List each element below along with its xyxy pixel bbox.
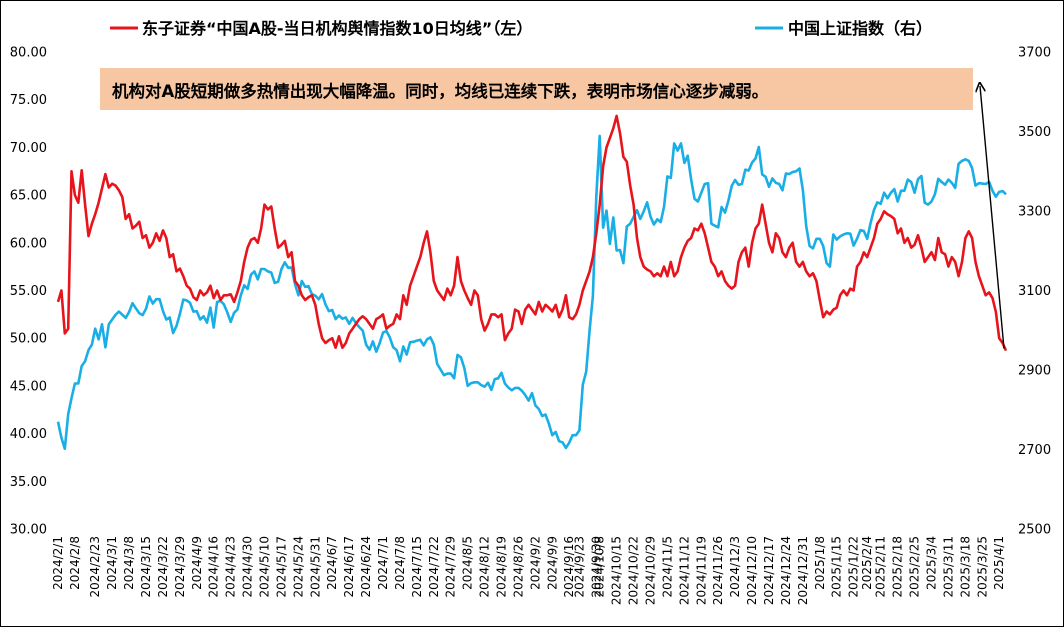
x-tick-label: 2024/8/19	[495, 536, 509, 598]
series-line-right	[56, 134, 1007, 451]
x-tick-label: 2024/12/24	[779, 536, 793, 605]
x-tick-label: 2024/4/30	[241, 536, 255, 598]
series-line-left	[56, 114, 1008, 352]
x-tick-label: 2024/9/23	[572, 536, 586, 598]
x-tick-label: 2025/4/1	[992, 536, 1006, 590]
x-tick-label: 2024/6/7	[325, 536, 339, 590]
x-tick-label: 2024/2/1	[51, 536, 65, 590]
x-tick-label: 2024/9/30	[589, 536, 603, 598]
y-left-tick-label: 70.00	[10, 141, 47, 156]
x-tick-label: 2024/9/2	[528, 536, 542, 590]
x-tick-label: 2025/3/18	[958, 536, 972, 598]
y-left-tick-label: 65.00	[10, 189, 47, 204]
x-tick-label: 2024/12/10	[745, 536, 759, 605]
x-tick-label: 2025/3/4	[925, 536, 939, 590]
x-tick-label: 2024/8/26	[511, 536, 525, 598]
y-right-tick-label: 3500	[1018, 125, 1051, 140]
annotation: 机构对A股短期做多热情出现大幅降温。同时，均线已连续下跌，表明市场信心逐步减弱。	[100, 68, 1005, 349]
y-left-tick-label: 80.00	[10, 46, 47, 61]
x-tick-label: 2025/3/11	[941, 536, 955, 598]
x-tick-label: 2024/4/23	[224, 536, 238, 598]
x-tick-label: 2025/1/15	[830, 536, 844, 598]
y-right-tick-label: 3700	[1018, 46, 1051, 61]
x-tick-label: 2024/9/16	[562, 536, 576, 598]
x-tick-label: 2024/12/31	[796, 536, 810, 605]
x-tick-label: 2024/10/29	[644, 536, 658, 605]
legend-label-right-series: 中国上证指数（右）	[788, 19, 932, 38]
x-tick-label: 2024/7/8	[393, 536, 407, 590]
x-tick-label: 2024/12/3	[728, 536, 742, 598]
y-right-tick-label: 2700	[1018, 443, 1051, 458]
x-tick-label: 2024/7/22	[427, 536, 441, 598]
x-tick-label: 2024/3/22	[156, 536, 170, 598]
x-tick-label: 2024/12/17	[762, 536, 776, 605]
legend: 东子证券“中国A股-当日机构舆情指数10日均线”（左） 中国上证指数（右）	[110, 19, 932, 38]
x-tick-label: 2024/9/9	[545, 536, 559, 590]
x-tick-label: 2024/2/8	[68, 536, 82, 590]
x-tick-label: 2024/11/26	[711, 536, 725, 605]
y-left-tick-label: 30.00	[10, 523, 47, 538]
x-tick-label: 2024/3/29	[173, 536, 187, 598]
y-left-tick-label: 45.00	[10, 379, 47, 394]
x-tick-label: 2024/7/15	[410, 536, 424, 598]
annotation-arrow	[980, 86, 1005, 349]
y-left-tick-label: 60.00	[10, 236, 47, 251]
x-tick-label: 2024/5/24	[291, 536, 305, 598]
x-tick-label: 2024/5/17	[274, 536, 288, 598]
x-tick-label: 2024/6/17	[342, 536, 356, 598]
x-tick-label: 2024/11/12	[677, 536, 691, 605]
x-tick-label: 2024/4/9	[190, 536, 204, 590]
y-left-tick-label: 55.00	[10, 284, 47, 299]
y-left-tick-label: 40.00	[10, 427, 47, 442]
x-tick-label: 2025/2/11	[874, 536, 888, 598]
x-tick-label: 2025/1/8	[813, 536, 827, 590]
series-layer	[56, 114, 1008, 451]
x-tick-label: 2024/7/1	[376, 536, 390, 590]
x-tick-label: 2024/11/5	[660, 536, 674, 598]
x-axis: 2024/2/1 2024/2/8 2024/2/23 2024/3/1 2024/3/…	[51, 536, 1006, 605]
y-axis-right: 2500 2700 2900 3100 3300 3500 3700	[1018, 46, 1051, 538]
y-right-tick-label: 3300	[1018, 205, 1051, 220]
x-tick-label: 2025/2/25	[908, 536, 922, 598]
annotation-text: 机构对A股短期做多热情出现大幅降温。同时，均线已连续下跌，表明市场信心逐步减弱。	[112, 81, 768, 101]
x-tick-label: 2024/8/5	[461, 536, 475, 590]
x-tick-label: 2025/3/25	[975, 536, 989, 598]
x-tick-label: 2024/10/22	[627, 536, 641, 605]
legend-label-left-series: 东子证券“中国A股-当日机构舆情指数10日均线”（左）	[142, 19, 532, 38]
y-right-tick-label: 2500	[1018, 523, 1051, 538]
x-tick-label: 2024/8/12	[478, 536, 492, 598]
x-tick-label: 2025/1/22	[847, 536, 861, 598]
y-right-tick-label: 3100	[1018, 284, 1051, 299]
y-left-tick-label: 75.00	[10, 93, 47, 108]
x-tick-label: 2024/3/15	[139, 536, 153, 598]
x-tick-label: 2024/3/8	[122, 536, 136, 590]
x-tick-label: 2024/6/24	[359, 536, 373, 598]
x-tick-label: 2024/4/16	[207, 536, 221, 598]
y-right-tick-label: 2900	[1018, 364, 1051, 379]
x-tick-label: 2024/11/19	[694, 536, 708, 605]
x-tick-label: 2024/3/1	[105, 536, 119, 590]
x-tick-label: 2024/10/8	[593, 536, 607, 598]
x-tick-label: 2024/5/10	[258, 536, 272, 598]
annotation-box	[100, 68, 973, 110]
y-left-tick-label: 35.00	[10, 475, 47, 490]
y-left-tick-label: 50.00	[10, 332, 47, 347]
x-tick-label: 2024/10/15	[610, 536, 624, 605]
x-tick-label: 2025/2/4	[860, 536, 874, 590]
x-tick-label: 2024/5/31	[308, 536, 322, 598]
x-tick-label: 2024/2/23	[88, 536, 102, 598]
x-tick-label: 2025/2/18	[891, 536, 905, 598]
y-axis-left: 30.00 35.00 40.00 45.00 50.00 55.00 60.00 65.00…	[10, 46, 47, 538]
x-tick-label: 2024/7/29	[444, 536, 458, 598]
